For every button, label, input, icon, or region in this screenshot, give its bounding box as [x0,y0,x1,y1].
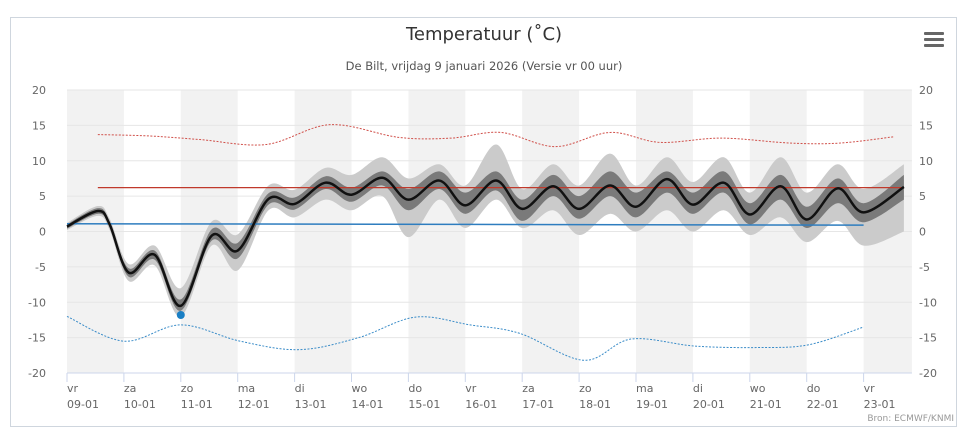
x-tick-day: do [807,382,821,395]
y-tick-label-right: -20 [919,367,937,380]
x-tick-day: wo [352,382,368,395]
x-tick-day: za [522,382,535,395]
y-tick-label-left: 10 [32,155,46,168]
x-tick-date: 20-01 [693,398,725,411]
chart-subtitle: De Bilt, vrijdag 9 januari 2026 (Versie … [345,59,623,73]
y-tick-label-right: 15 [919,119,933,132]
inner-percentile-band [67,171,904,311]
x-tick-day: vr [864,382,876,395]
x-tick-date: 14-01 [352,398,384,411]
x-tick-date: 12-01 [238,398,270,411]
y-tick-label-right: 10 [919,155,933,168]
chart-container [10,17,957,427]
x-tick-date: 13-01 [295,398,327,411]
x-tick-day: do [408,382,422,395]
y-tick-label-left: 0 [39,226,46,239]
source-credit: Bron: ECMWF/KNMI [867,414,954,424]
y-tick-label-right: -10 [919,296,937,309]
y-tick-label-left: -15 [28,332,46,345]
observed-point [176,310,185,319]
x-tick-date: 22-01 [807,398,839,411]
x-tick-day: wo [750,382,766,395]
y-tick-label-right: 5 [919,190,926,203]
y-tick-label-right: -15 [919,332,937,345]
x-tick-date: 19-01 [636,398,668,411]
y-tick-label-left: 20 [32,84,46,97]
x-tick-date: 15-01 [408,398,440,411]
median-line [66,176,905,308]
y-tick-label-left: -10 [28,296,46,309]
y-tick-label-left: -5 [35,261,46,274]
x-tick-date: 10-01 [124,398,156,411]
normal-min-line [66,222,864,226]
x-tick-date: 18-01 [579,398,611,411]
x-tick-date: 23-01 [864,398,896,411]
y-tick-label-left: -20 [28,367,46,380]
y-tick-label-right: 20 [919,84,933,97]
x-tick-date: 21-01 [750,398,782,411]
x-tick-date: 16-01 [465,398,497,411]
record-min-line [66,315,864,361]
x-tick-day: ma [238,382,255,395]
x-tick-day: di [693,382,703,395]
x-tick-day: zo [579,382,592,395]
y-tick-label-left: 15 [32,119,46,132]
x-tick-date: 11-01 [181,398,213,411]
x-tick-day: di [295,382,305,395]
x-tick-day: za [124,382,137,395]
record-max-line [97,124,895,148]
x-tick-day: vr [465,382,477,395]
y-tick-label-right: -5 [919,261,930,274]
x-tick-day: vr [67,382,79,395]
y-tick-label-left: 5 [39,190,46,203]
chart-title: Temperatuur (˚C) [405,24,563,45]
x-tick-day: ma [636,382,653,395]
x-tick-date: 09-01 [67,398,99,411]
x-tick-day: zo [181,382,194,395]
x-tick-date: 17-01 [522,398,554,411]
y-tick-label-right: 0 [919,226,926,239]
hamburger-menu-icon[interactable] [924,32,944,48]
